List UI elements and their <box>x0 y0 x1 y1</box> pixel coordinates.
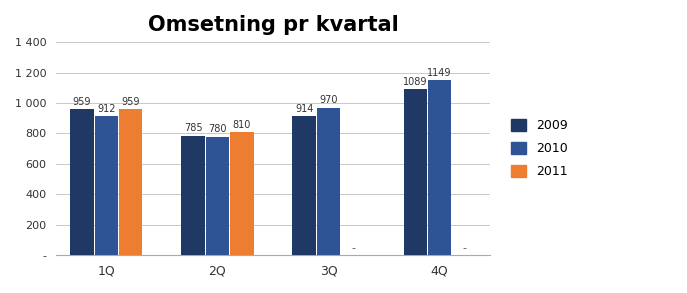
Bar <box>206 137 229 255</box>
Text: -: - <box>462 243 466 253</box>
Bar <box>317 108 340 255</box>
Text: 912: 912 <box>97 104 115 114</box>
Bar <box>70 109 93 255</box>
Text: 959: 959 <box>122 97 140 107</box>
Text: 1089: 1089 <box>403 77 427 87</box>
Bar <box>293 116 316 255</box>
Bar <box>119 109 142 255</box>
Bar <box>95 116 118 255</box>
Text: 1149: 1149 <box>427 68 452 78</box>
Text: 959: 959 <box>73 97 91 107</box>
Legend: 2009, 2010, 2011: 2009, 2010, 2011 <box>504 113 574 185</box>
Bar <box>230 132 254 255</box>
Title: Omsetning pr kvartal: Omsetning pr kvartal <box>148 15 398 35</box>
Bar <box>403 89 427 255</box>
Text: 970: 970 <box>319 95 338 105</box>
Bar <box>181 136 205 255</box>
Text: 780: 780 <box>208 124 227 134</box>
Text: 914: 914 <box>295 104 313 114</box>
Text: 785: 785 <box>183 123 203 134</box>
Bar <box>428 80 451 255</box>
Text: 810: 810 <box>233 120 251 130</box>
Text: -: - <box>351 243 355 253</box>
